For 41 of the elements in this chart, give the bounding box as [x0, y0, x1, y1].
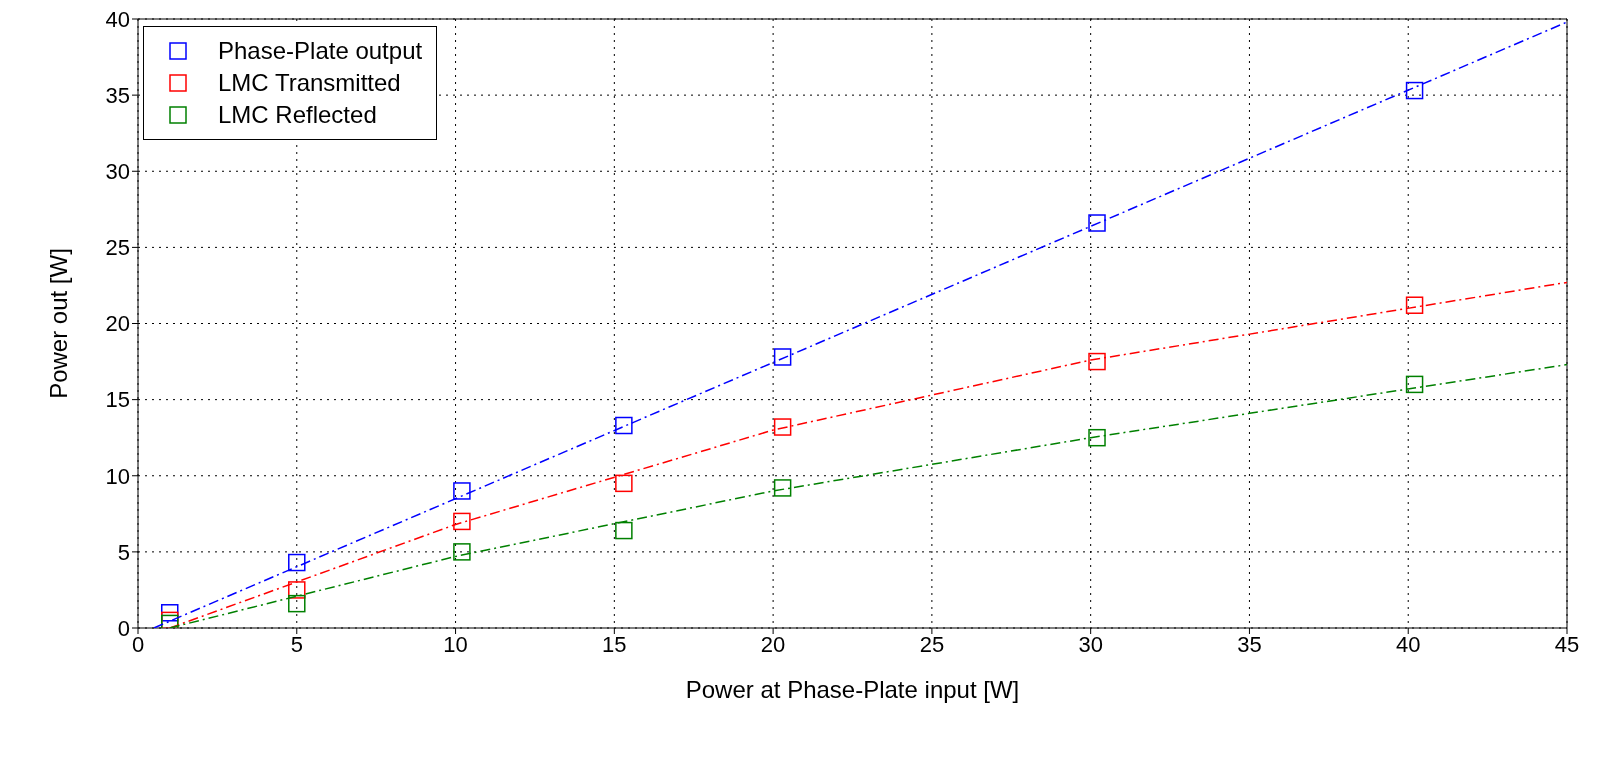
point	[1088, 428, 1106, 447]
y-tick-label: 35	[105, 82, 130, 108]
y-tick-label: 15	[105, 387, 130, 413]
point	[453, 543, 471, 561]
point	[615, 521, 633, 540]
y-tick-label: 40	[105, 6, 130, 32]
y-tick-label: 0	[117, 615, 130, 641]
x-tick-label: 15	[602, 631, 627, 657]
y-tick-label: 10	[105, 463, 130, 489]
x-axis-title: Power at Phase-Plate input [W]	[685, 676, 1020, 703]
legend-label: LMC Transmitted	[218, 69, 401, 97]
point	[773, 348, 792, 366]
x-tick-label: 25	[919, 631, 945, 657]
point	[453, 482, 471, 500]
x-tick-label: 30	[1078, 631, 1103, 657]
point	[1405, 81, 1424, 100]
y-tick-label: 5	[117, 539, 130, 565]
point	[288, 594, 306, 613]
y-tick-label: 30	[105, 159, 130, 185]
x-tick-label: 35	[1237, 631, 1262, 657]
point	[1088, 352, 1106, 371]
legend-label: LMC Reflected	[218, 101, 377, 129]
x-tick-label: 40	[1395, 631, 1421, 657]
point	[1405, 296, 1424, 314]
point	[288, 553, 306, 572]
x-tick-label: 20	[760, 631, 786, 657]
point	[1405, 375, 1424, 394]
legend-label: Phase-Plate output	[218, 37, 423, 65]
y-axis-title: Power out [W]	[44, 248, 72, 399]
x-tick-label: 5	[290, 631, 303, 657]
x-tick-label: 45	[1554, 631, 1580, 657]
point	[288, 581, 306, 599]
point	[615, 474, 633, 493]
point	[1088, 214, 1106, 232]
y-tick-label: 25	[105, 235, 130, 261]
y-tick-label: 20	[105, 311, 130, 337]
point	[773, 418, 792, 436]
point	[615, 416, 633, 435]
point	[453, 512, 471, 531]
x-tick-label: 10	[443, 631, 468, 657]
point	[773, 479, 792, 497]
